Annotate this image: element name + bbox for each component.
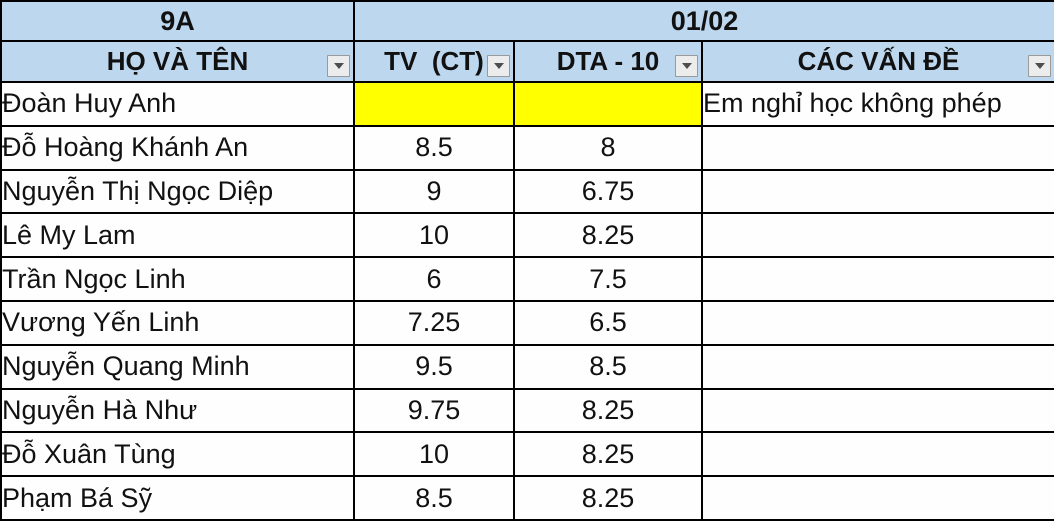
dta-score-cell[interactable]: 8.25 [513, 475, 703, 521]
tv-score-cell[interactable]: 8.5 [353, 475, 515, 521]
dta-score-cell[interactable]: 8.25 [513, 212, 703, 259]
note-cell[interactable] [700, 387, 1054, 434]
table-row: Vương Yến Linh 7.25 6.5 [0, 299, 1054, 346]
table-row: Lê My Lam 10 8.25 [0, 212, 1054, 259]
date-label: 01/02 [670, 5, 739, 36]
dta-score-cell[interactable]: 7.5 [513, 256, 703, 302]
filter-button-ho-va-ten[interactable] [327, 55, 350, 77]
student-name-cell[interactable]: Trần Ngọc Linh [0, 256, 355, 302]
student-name-cell[interactable]: Phạm Bá Sỹ [0, 475, 355, 521]
tv-score-cell[interactable]: 7.25 [353, 299, 515, 346]
note-cell[interactable] [700, 343, 1054, 390]
table-row: Phạm Bá Sỹ 8.5 8.25 [0, 475, 1054, 521]
header-cell-issues[interactable]: CÁC VẤN ĐỀ [700, 40, 1054, 83]
note-cell[interactable] [700, 299, 1054, 346]
table-row: Đỗ Hoàng Khánh An 8.5 8 [0, 124, 1054, 171]
filter-button-tv-ct[interactable] [487, 55, 510, 77]
filter-button-dta-10[interactable] [675, 55, 698, 77]
table-row: Trần Ngọc Linh 6 7.5 [0, 256, 1054, 302]
dta-score-cell[interactable]: 8.25 [513, 387, 703, 434]
note-cell[interactable] [700, 124, 1054, 171]
chevron-down-icon [1034, 63, 1045, 69]
note-cell[interactable] [700, 168, 1054, 215]
tv-score-cell[interactable]: 9.75 [353, 387, 515, 434]
tv-score-cell[interactable]: 6 [353, 256, 515, 302]
dta-score-cell[interactable]: 6.75 [513, 168, 703, 215]
student-name-cell[interactable]: Đỗ Xuân Tùng [0, 431, 355, 478]
column-header-label: CÁC VẤN ĐỀ [797, 46, 960, 76]
student-name-cell[interactable]: Nguyễn Hà Như [0, 387, 355, 434]
table-row: Đoàn Huy Anh Em nghỉ học không phép [0, 81, 1054, 127]
title-row: 9A 01/02 [0, 0, 1054, 42]
dta-score-cell[interactable] [513, 81, 703, 127]
tv-score-cell[interactable]: 9 [353, 168, 515, 215]
student-name-cell[interactable]: Đoàn Huy Anh [0, 81, 355, 127]
tv-score-cell[interactable]: 9.5 [353, 343, 515, 390]
student-name-cell[interactable]: Nguyễn Thị Ngọc Diệp [0, 168, 355, 215]
table-row: Nguyễn Quang Minh 9.5 8.5 [0, 343, 1054, 390]
student-name-cell[interactable]: Lê My Lam [0, 212, 355, 259]
class-label: 9A [160, 5, 195, 36]
student-name-cell[interactable]: Nguyễn Quang Minh [0, 343, 355, 390]
note-cell[interactable] [700, 256, 1054, 302]
student-name-cell[interactable]: Vương Yến Linh [0, 299, 355, 346]
tv-score-cell[interactable]: 10 [353, 212, 515, 259]
tv-score-cell[interactable] [353, 81, 515, 127]
column-header-label: DTA - 10 [556, 46, 660, 76]
note-cell[interactable]: Em nghỉ học không phép [700, 81, 1054, 127]
dta-score-cell[interactable]: 8 [513, 124, 703, 171]
table-row: Đỗ Xuân Tùng 10 8.25 [0, 431, 1054, 478]
note-cell[interactable] [700, 212, 1054, 259]
tv-score-cell[interactable]: 10 [353, 431, 515, 478]
header-cell-dta[interactable]: DTA - 10 [513, 40, 703, 83]
table-body: Đoàn Huy Anh Em nghỉ học không phép Đỗ Hoà… [0, 81, 1054, 521]
header-cell-name[interactable]: HỌ VÀ TÊN [0, 40, 355, 83]
student-name-cell[interactable]: Đỗ Hoàng Khánh An [0, 124, 355, 171]
note-cell[interactable] [700, 475, 1054, 521]
chevron-down-icon [493, 63, 504, 69]
dta-score-cell[interactable]: 6.5 [513, 299, 703, 346]
dta-score-cell[interactable]: 8.5 [513, 343, 703, 390]
dta-score-cell[interactable]: 8.25 [513, 431, 703, 478]
header-cell-tv[interactable]: TV (CT) [353, 40, 515, 83]
tv-score-cell[interactable]: 8.5 [353, 124, 515, 171]
column-header-label: HỌ VÀ TÊN [106, 46, 249, 76]
date-label-cell[interactable]: 01/02 [352, 0, 1054, 42]
table-row: Nguyễn Hà Như 9.75 8.25 [0, 387, 1054, 434]
chevron-down-icon [681, 63, 692, 69]
class-label-cell[interactable]: 9A [0, 0, 355, 42]
note-cell[interactable] [700, 431, 1054, 478]
column-header-label: TV (CT) [384, 46, 484, 76]
header-row: HỌ VÀ TÊN TV (CT) DTA - 10 [0, 40, 1054, 83]
filter-button-cac-van-de[interactable] [1028, 55, 1052, 77]
chevron-down-icon [333, 63, 344, 69]
table-row: Nguyễn Thị Ngọc Diệp 9 6.75 [0, 168, 1054, 215]
